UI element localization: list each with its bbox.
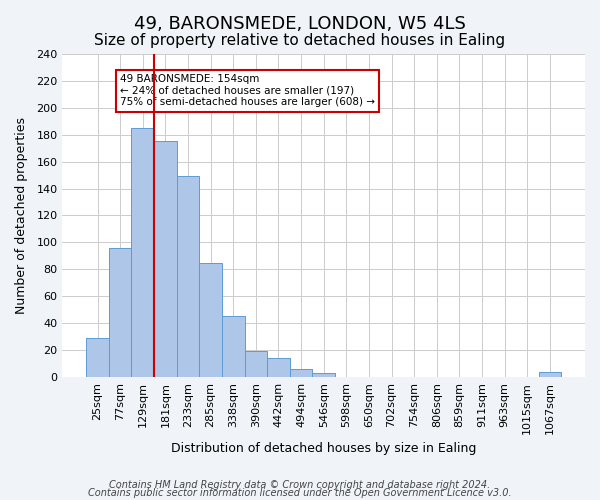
X-axis label: Distribution of detached houses by size in Ealing: Distribution of detached houses by size … [171,442,476,455]
Bar [290,369,313,377]
Bar [131,128,154,377]
Text: 49, BARONSMEDE, LONDON, W5 4LS: 49, BARONSMEDE, LONDON, W5 4LS [134,15,466,33]
Bar [109,248,131,377]
Bar [176,176,199,377]
Text: 49 BARONSMEDE: 154sqm
← 24% of detached houses are smaller (197)
75% of semi-det: 49 BARONSMEDE: 154sqm ← 24% of detached … [120,74,375,108]
Text: Contains public sector information licensed under the Open Government Licence v3: Contains public sector information licen… [88,488,512,498]
Y-axis label: Number of detached properties: Number of detached properties [15,117,28,314]
Bar [86,338,109,377]
Bar [199,262,222,377]
Bar [222,316,245,377]
Bar [154,142,176,377]
Bar [313,373,335,377]
Bar [539,372,561,377]
Bar [245,352,267,377]
Text: Size of property relative to detached houses in Ealing: Size of property relative to detached ho… [94,32,506,48]
Text: Contains HM Land Registry data © Crown copyright and database right 2024.: Contains HM Land Registry data © Crown c… [109,480,491,490]
Bar [267,358,290,377]
